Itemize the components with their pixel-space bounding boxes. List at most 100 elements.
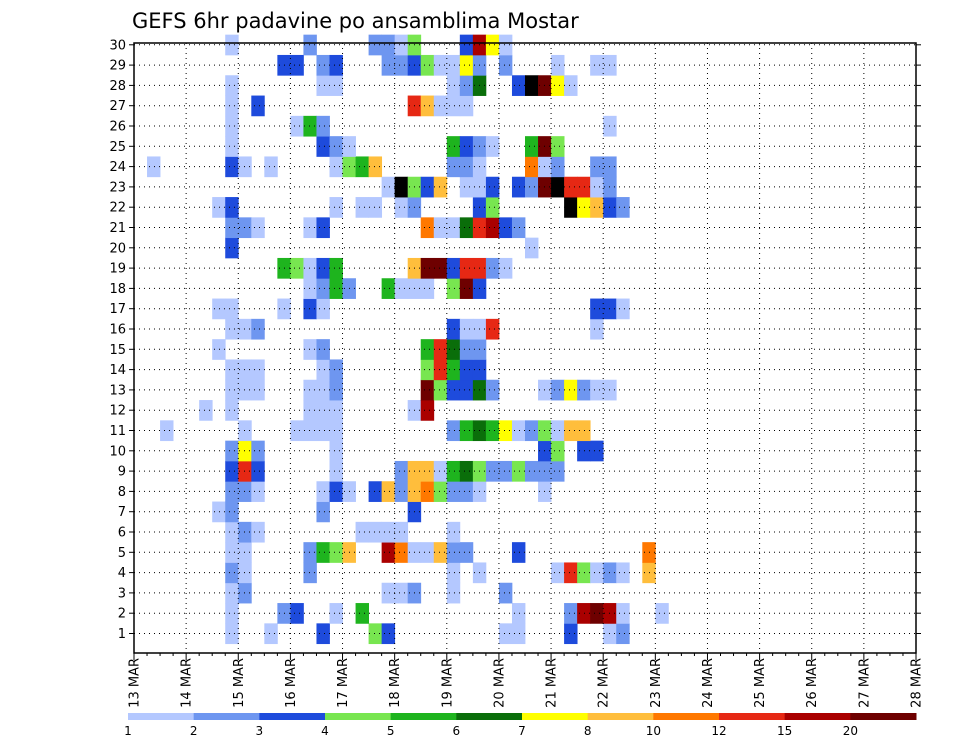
heatmap-cell xyxy=(368,156,383,178)
heatmap-cell xyxy=(590,156,604,178)
heatmap-cell xyxy=(446,582,461,604)
heatmap-cell xyxy=(420,460,435,482)
heatmap-cell xyxy=(551,460,565,482)
heatmap-cell xyxy=(433,54,448,76)
heatmap-cell xyxy=(316,542,330,563)
heatmap-cell xyxy=(329,542,343,563)
heatmap-cell xyxy=(485,420,500,442)
heatmap-cell xyxy=(251,318,265,340)
heatmap-cell xyxy=(225,521,239,543)
y-tick-label: 4 xyxy=(118,566,126,581)
heatmap-cell xyxy=(251,359,265,381)
heatmap-cell xyxy=(446,359,461,381)
y-tick-label: 12 xyxy=(109,404,126,419)
heatmap-cell xyxy=(446,481,461,502)
heatmap-cell xyxy=(303,339,317,360)
heatmap-cell xyxy=(225,501,239,523)
heatmap-cell xyxy=(368,521,383,543)
y-tick-label: 29 xyxy=(109,59,126,74)
heatmap-cell xyxy=(160,420,174,442)
heatmap-cell xyxy=(225,623,239,645)
heatmap-cell xyxy=(251,460,265,482)
heatmap-cell xyxy=(551,54,565,76)
heatmap-cell xyxy=(498,420,513,442)
heatmap-cell xyxy=(225,197,239,218)
x-tick-label: 17 MAR xyxy=(336,658,351,708)
y-tick-label: 22 xyxy=(109,201,126,216)
y-tick-label: 1 xyxy=(118,627,126,642)
heatmap-cell xyxy=(511,460,526,482)
heatmap-cell xyxy=(264,156,278,178)
heatmap-cell xyxy=(420,217,435,239)
heatmap-cell xyxy=(590,54,604,76)
heatmap-cell xyxy=(485,257,500,279)
legend-swatch xyxy=(128,713,195,720)
heatmap-cell xyxy=(485,34,500,56)
y-tick-label: 7 xyxy=(118,505,126,520)
heatmap-cell xyxy=(225,75,239,96)
heatmap-cell xyxy=(498,54,513,76)
heatmap-cell xyxy=(459,257,474,279)
heatmap-cell xyxy=(551,75,565,96)
heatmap-cell xyxy=(225,318,239,340)
legend-swatch xyxy=(850,713,917,720)
heatmap-cell xyxy=(590,197,604,218)
legend-label: 6 xyxy=(453,724,461,738)
heatmap-cell xyxy=(329,156,343,178)
heatmap-cell xyxy=(316,400,330,421)
heatmap-cell xyxy=(485,318,500,340)
heatmap-cell xyxy=(577,176,591,198)
heatmap-cell xyxy=(420,359,435,381)
heatmap-cell xyxy=(316,278,330,299)
heatmap-cell xyxy=(303,542,317,563)
heatmap-cell xyxy=(446,257,461,279)
heatmap-cell xyxy=(446,420,461,442)
heatmap-cell xyxy=(446,521,461,543)
heatmap-cell xyxy=(329,603,343,624)
heatmap-cell xyxy=(394,521,409,543)
heatmap-cell xyxy=(368,623,383,645)
heatmap-cell xyxy=(316,217,330,239)
heatmap-cell xyxy=(420,95,435,117)
heatmap-cell xyxy=(303,400,317,421)
heatmap-cell xyxy=(433,379,448,401)
heatmap-cell xyxy=(459,75,474,96)
heatmap-cell xyxy=(446,460,461,482)
heatmap-cell xyxy=(459,542,474,563)
grid-lines xyxy=(133,43,917,653)
heatmap-cell xyxy=(329,400,343,421)
heatmap-cell xyxy=(564,623,578,645)
heatmap-cell xyxy=(303,379,317,401)
heatmap-cell xyxy=(303,278,317,299)
heatmap-cell xyxy=(147,156,161,178)
heatmap-cell xyxy=(590,176,604,198)
heatmap-cell xyxy=(394,197,409,218)
x-tick-label: 14 MAR xyxy=(180,658,195,708)
heatmap-cell xyxy=(446,542,461,563)
heatmap-cell xyxy=(446,339,461,360)
heatmap-cell xyxy=(420,176,435,198)
y-tick-label: 8 xyxy=(118,485,126,500)
heatmap-cell xyxy=(511,603,526,624)
heatmap-cell xyxy=(420,257,435,279)
heatmap-cell xyxy=(212,197,226,218)
legend-swatch xyxy=(259,713,326,720)
heatmap-cell xyxy=(590,318,604,340)
heatmap-cell xyxy=(225,95,239,117)
heatmap-cell xyxy=(525,75,539,96)
heatmap-cell xyxy=(498,257,513,279)
heatmap-cell xyxy=(381,623,396,645)
heatmap-cell xyxy=(485,460,500,482)
heatmap-cell xyxy=(316,339,330,360)
heatmap-cell xyxy=(577,379,591,401)
heatmap-cell xyxy=(225,115,239,137)
heatmap-cell xyxy=(225,156,239,178)
y-tick-label: 6 xyxy=(118,526,126,541)
heatmap-cell xyxy=(433,460,448,482)
heatmap-cell xyxy=(212,501,226,523)
x-tick-label: 15 MAR xyxy=(232,658,247,708)
heatmap-cell xyxy=(381,176,396,198)
heatmap-cell xyxy=(316,420,330,442)
heatmap-cell xyxy=(225,379,239,401)
